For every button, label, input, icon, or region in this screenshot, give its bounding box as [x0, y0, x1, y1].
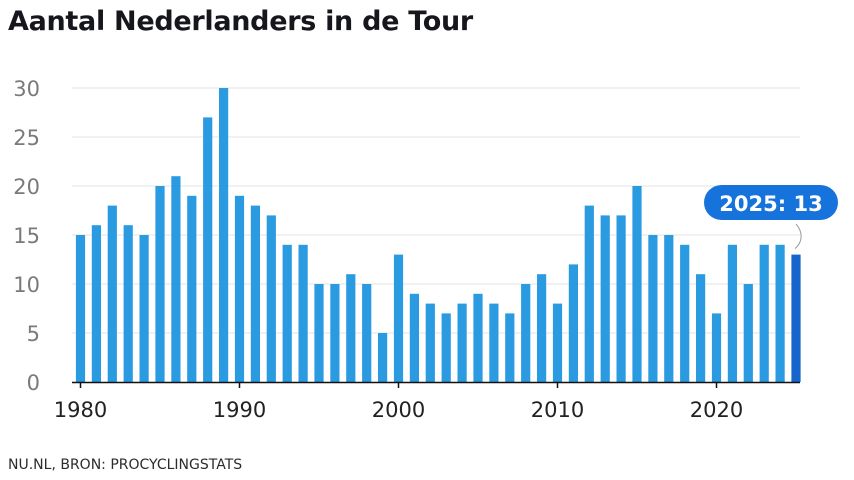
callout-leader-line [794, 223, 802, 249]
x-tick-label: 2020 [690, 398, 743, 422]
bar [537, 274, 547, 382]
bar [489, 303, 499, 382]
bar [648, 235, 658, 382]
y-tick-label: 20 [13, 175, 40, 199]
bar [250, 205, 260, 382]
bar [91, 225, 101, 382]
bar [107, 205, 117, 382]
bar [298, 244, 308, 382]
bar [409, 293, 419, 382]
bar [680, 244, 690, 382]
bar [727, 244, 737, 382]
bar [743, 284, 753, 382]
bar [219, 88, 229, 382]
bar [75, 235, 86, 382]
bar [123, 225, 133, 382]
callout-pill [704, 185, 838, 220]
bar [282, 244, 292, 382]
x-tick-label: 2010 [531, 398, 584, 422]
bar [203, 117, 213, 383]
source-credit: NU.NL, BRON: PROCYCLINGSTATS [8, 457, 243, 473]
bars [75, 88, 801, 383]
bar [664, 235, 674, 382]
y-tick-label: 0 [27, 371, 40, 395]
bar [378, 333, 388, 382]
bar-chart: 0 5 10 15 20 25 30 1980 1990 2000 2010 2020 2025: … [13, 77, 838, 422]
bar [139, 235, 149, 382]
y-axis-tick-labels: 0 5 10 15 20 25 30 [13, 77, 40, 395]
bar-highlight [791, 254, 801, 382]
bar [775, 244, 785, 382]
bar [441, 313, 451, 382]
bar [330, 284, 340, 382]
bar [346, 274, 356, 382]
bar [187, 195, 197, 382]
y-tick-label: 15 [13, 224, 40, 248]
bar [314, 284, 324, 382]
bar [759, 244, 769, 382]
bar [600, 215, 610, 382]
bar [473, 293, 483, 382]
bar [266, 215, 276, 382]
y-tick-label: 25 [13, 126, 40, 150]
x-tick-label: 1980 [54, 398, 107, 422]
bar [696, 274, 706, 382]
bar [711, 313, 722, 382]
y-tick-label: 30 [13, 77, 40, 101]
bar [505, 313, 515, 382]
bar [362, 284, 372, 382]
bar [632, 186, 642, 382]
bar [552, 303, 563, 382]
bar [568, 264, 578, 382]
bar [457, 303, 467, 382]
callout-label: 2025: 13 [719, 192, 822, 216]
highlight-callout: 2025: 13 [704, 185, 838, 249]
y-tick-label: 10 [13, 273, 40, 297]
bar [584, 205, 594, 382]
y-tick-label: 5 [27, 322, 40, 346]
bar [521, 284, 531, 382]
x-axis: 1980 1990 2000 2010 2020 [54, 381, 800, 422]
bar [171, 176, 181, 382]
bar [155, 186, 165, 382]
chart-title: Aantal Nederlanders in de Tour [8, 6, 473, 37]
bar [425, 303, 435, 382]
gridlines [72, 87, 800, 334]
bar [234, 195, 245, 382]
bar [616, 215, 626, 382]
bar [393, 254, 404, 382]
x-tick-label: 1990 [213, 398, 266, 422]
x-tick-label: 2000 [372, 398, 425, 422]
